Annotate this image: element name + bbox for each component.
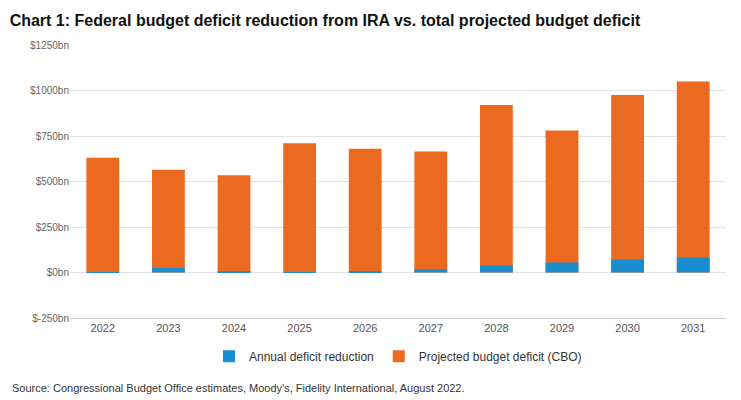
- svg-text:2027: 2027: [419, 322, 443, 334]
- svg-text:Projected budget deficit (CBO): Projected budget deficit (CBO): [419, 350, 582, 364]
- svg-text:$500bn: $500bn: [36, 176, 69, 187]
- svg-text:2030: 2030: [615, 322, 639, 334]
- svg-text:$0bn: $0bn: [47, 267, 69, 278]
- svg-text:$1000bn: $1000bn: [30, 85, 69, 96]
- svg-text:Annual deficit reduction: Annual deficit reduction: [249, 350, 374, 364]
- svg-text:$750bn: $750bn: [36, 131, 69, 142]
- svg-text:Source: Congressional Budget O: Source: Congressional Budget Office esti…: [12, 382, 465, 394]
- svg-text:Chart 1: Federal budget defici: Chart 1: Federal budget deficit reductio…: [10, 12, 641, 29]
- svg-text:2026: 2026: [353, 322, 377, 334]
- svg-text:2025: 2025: [287, 322, 311, 334]
- svg-text:$1250bn: $1250bn: [30, 40, 69, 51]
- svg-text:$250bn: $250bn: [36, 222, 69, 233]
- svg-text:$-250bn: $-250bn: [32, 313, 69, 324]
- svg-text:2031: 2031: [681, 322, 705, 334]
- svg-text:2029: 2029: [550, 322, 574, 334]
- svg-text:2024: 2024: [222, 322, 246, 334]
- svg-text:2023: 2023: [156, 322, 180, 334]
- svg-text:2028: 2028: [484, 322, 508, 334]
- svg-text:2022: 2022: [91, 322, 115, 334]
